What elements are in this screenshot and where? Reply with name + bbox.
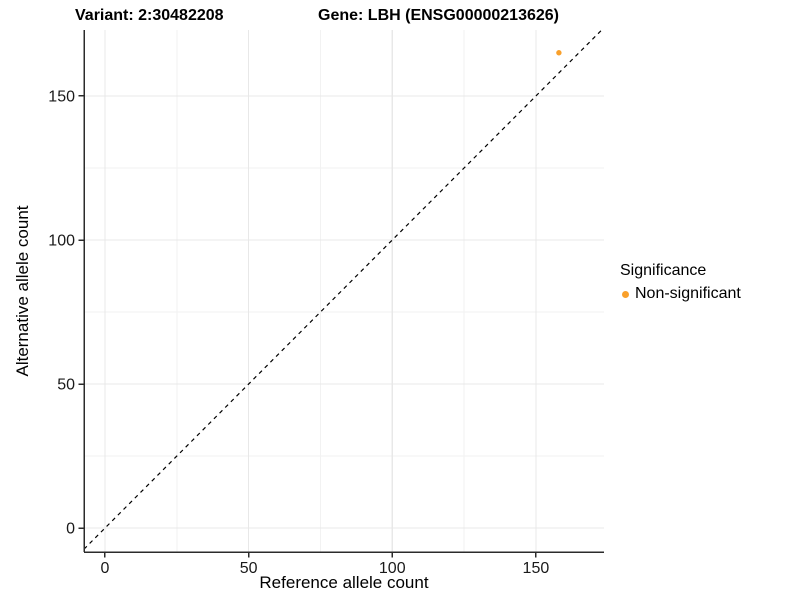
plot-title-variant: Variant: 2:30482208 <box>75 7 224 24</box>
plot-title-gene: Gene: LBH (ENSG00000213626) <box>318 7 559 24</box>
y-tick-label: 100 <box>48 233 75 250</box>
legend-title: Significance <box>620 262 707 279</box>
legend-marker-dot-icon <box>622 290 629 298</box>
y-tick-label: 50 <box>57 377 75 394</box>
identity-line-dashed <box>83 29 603 550</box>
legend-item-non-significant: Non-significant <box>620 285 741 303</box>
y-tick-label: 150 <box>48 88 75 105</box>
x-axis-label: Reference allele count <box>259 573 429 592</box>
legend: Significance Non-significant <box>620 262 741 303</box>
y-tick-label: 0 <box>66 521 75 538</box>
x-tick-label: 150 <box>523 560 550 577</box>
x-tick-label: 50 <box>240 560 258 577</box>
x-tick-label: 100 <box>379 560 406 577</box>
x-tick-label: 0 <box>101 560 110 577</box>
legend-item-label: Non-significant <box>635 285 741 302</box>
data-point <box>556 50 562 56</box>
